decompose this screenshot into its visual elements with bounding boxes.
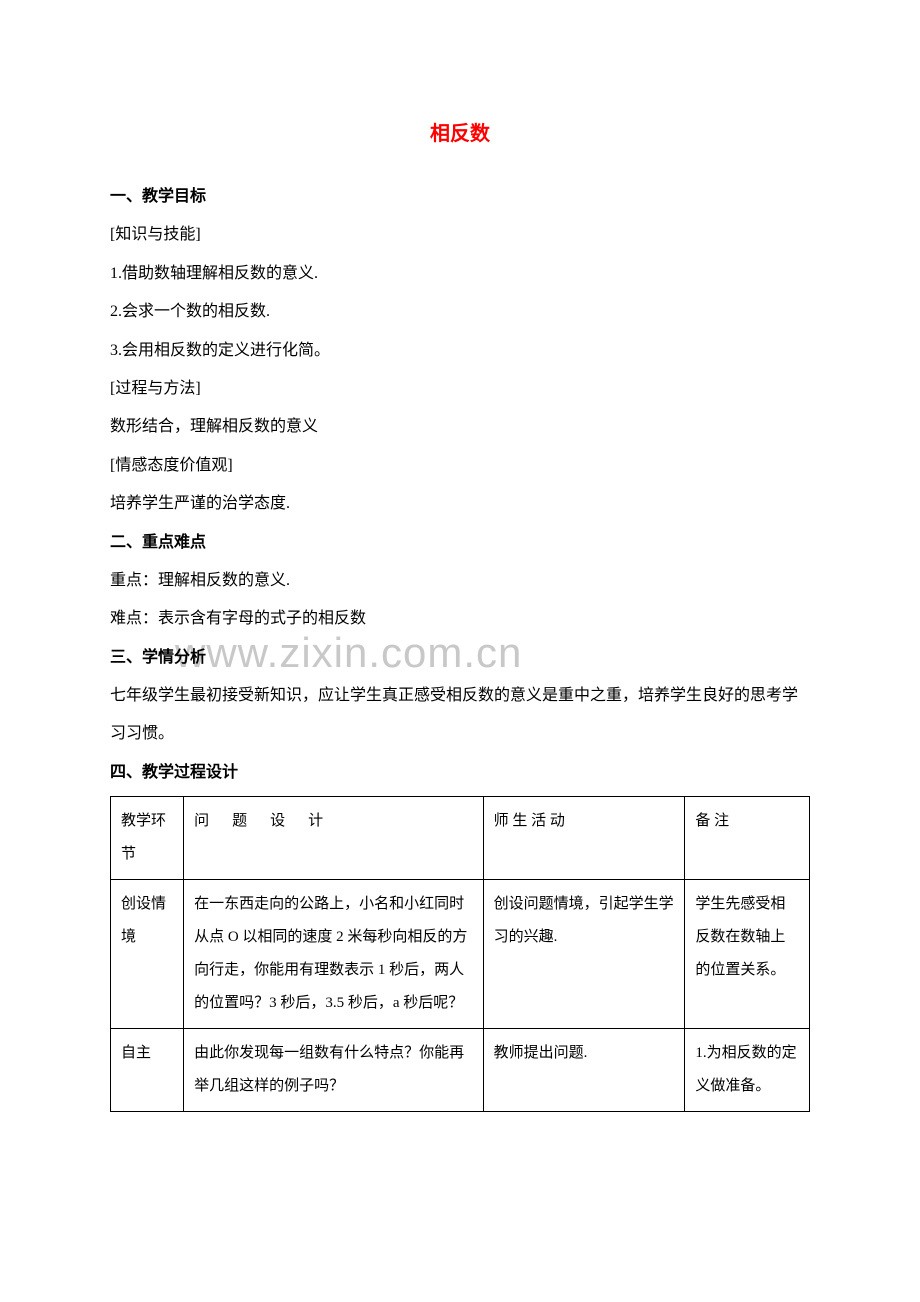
section2-line2: 难点：表示含有字母的式子的相反数 [110, 600, 810, 638]
cell-note-1: 学生先感受相反数在数轴上的位置关系。 [685, 880, 810, 1029]
section1-sub1-label: [知识与技能] [110, 216, 810, 254]
section4-heading: 四、教学过程设计 [110, 754, 810, 792]
section1-sub3-item1: 培养学生严谨的治学态度. [110, 485, 810, 523]
cell-stage-1: 创设情境 [111, 880, 184, 1029]
section1-sub1-item3: 3.会用相反数的定义进行化简。 [110, 332, 810, 370]
th-stage: 教学环节 [111, 797, 184, 880]
section2-heading: 二、重点难点 [110, 524, 810, 562]
cell-q-2: 由此你发现每一组数有什么特点？你能再举几组这样的例子吗？ [184, 1029, 484, 1112]
section1-sub3-label: [情感态度价值观] [110, 447, 810, 485]
section1-sub2-label: [过程与方法] [110, 370, 810, 408]
cell-note-2: 1.为相反数的定义做准备。 [685, 1029, 810, 1112]
page-title: 相反数 [110, 110, 810, 158]
section2-line1: 重点：理解相反数的意义. [110, 562, 810, 600]
th-activity: 师 生 活 动 [483, 797, 685, 880]
section1-sub1-item2: 2.会求一个数的相反数. [110, 293, 810, 331]
cell-q-1: 在一东西走向的公路上，小名和小红同时从点 O 以相同的速度 2 米每秒向相反的方… [184, 880, 484, 1029]
th-question: 问 题 设 计 [184, 797, 484, 880]
cell-stage-2: 自主 [111, 1029, 184, 1112]
section1-heading: 一、教学目标 [110, 178, 810, 216]
cell-act-2: 教师提出问题. [483, 1029, 685, 1112]
table-row: 创设情境 在一东西走向的公路上，小名和小红同时从点 O 以相同的速度 2 米每秒… [111, 880, 810, 1029]
section3-heading: 三、学情分析 [110, 639, 810, 677]
th-note: 备 注 [685, 797, 810, 880]
cell-act-1: 创设问题情境，引起学生学习的兴趣. [483, 880, 685, 1029]
table-row: 自主 由此你发现每一组数有什么特点？你能再举几组这样的例子吗？ 教师提出问题. … [111, 1029, 810, 1112]
table-header-row: 教学环节 问 题 设 计 师 生 活 动 备 注 [111, 797, 810, 880]
section1-sub2-item1: 数形结合，理解相反数的意义 [110, 408, 810, 446]
section1-sub1-item1: 1.借助数轴理解相反数的意义. [110, 255, 810, 293]
design-table: 教学环节 问 题 设 计 师 生 活 动 备 注 创设情境 在一东西走向的公路上… [110, 796, 810, 1112]
section3-line1: 七年级学生最初接受新知识，应让学生真正感受相反数的意义是重中之重，培养学生良好的… [110, 677, 810, 754]
